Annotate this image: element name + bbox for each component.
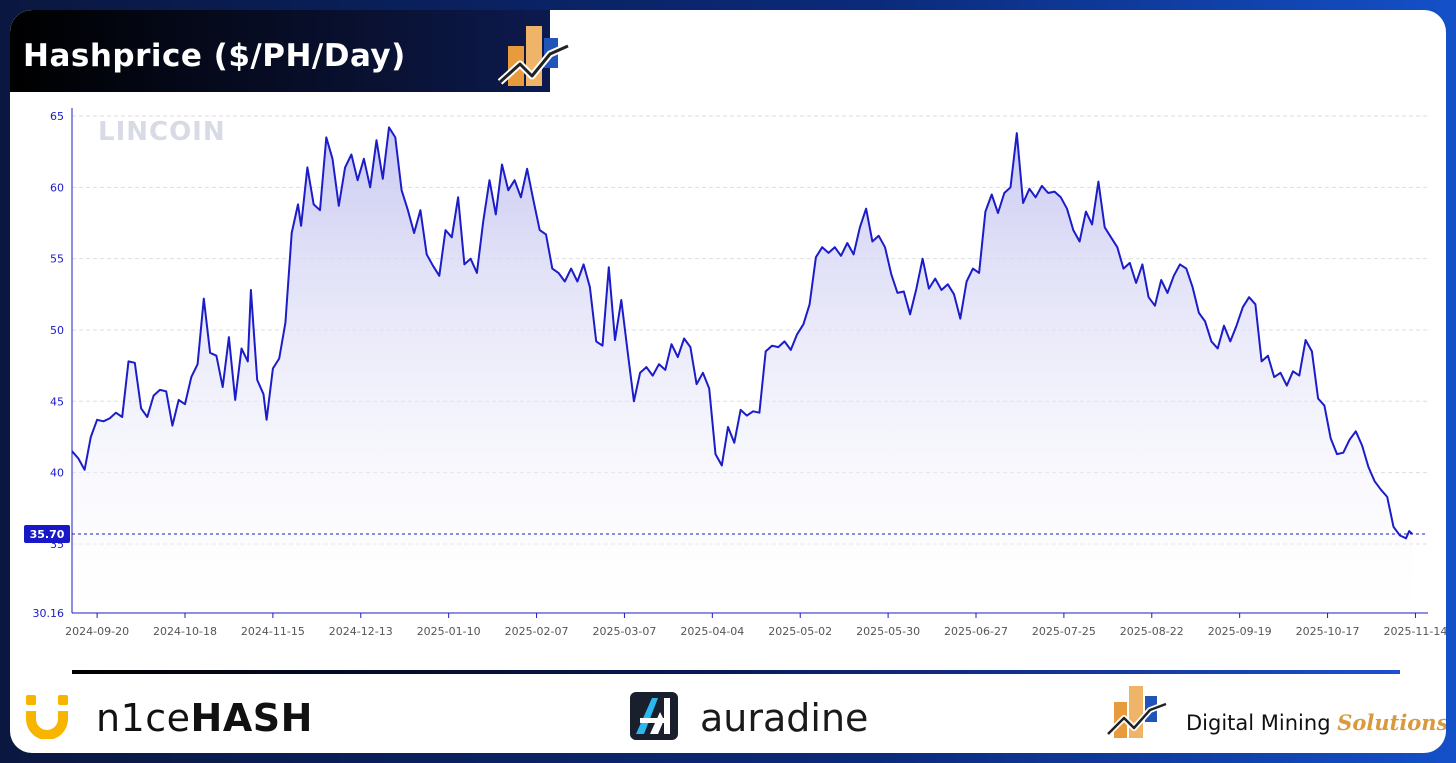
title-bar: Hashprice ($/PH/Day) <box>10 10 570 92</box>
hashprice-line <box>71 126 1413 540</box>
x-tick-label: 2025-05-30 <box>856 625 920 638</box>
x-tick-label: 2025-06-27 <box>944 625 1008 638</box>
x-tick-label: 2024-12-13 <box>329 625 393 638</box>
y-tick-label: 45 <box>50 395 64 408</box>
hashprice-area <box>72 127 1413 614</box>
nicehash-mark: n1ce <box>96 696 191 740</box>
x-tick-label: 2025-02-07 <box>505 625 569 638</box>
dms-wordmark: Digital Mining Solutions <box>1186 710 1446 735</box>
page-title: Hashprice ($/PH/Day) <box>23 38 406 74</box>
x-tick-label: 2024-11-15 <box>241 625 305 638</box>
footer-divider <box>72 670 1400 674</box>
x-tick-label: 2025-07-25 <box>1032 625 1096 638</box>
watermark-text: LINCOIN <box>98 117 226 147</box>
x-tick-label: 2025-01-10 <box>417 625 481 638</box>
x-tick-labels: 2024-09-20 2024-10-18 2024-11-15 2024-12-13… <box>65 613 1446 638</box>
x-tick-label: 2025-04-04 <box>680 625 744 638</box>
nicehash-logo-icon <box>26 695 68 739</box>
y-tick-label: 50 <box>50 324 64 337</box>
nicehash-wordmark: n1ceHASH <box>96 696 313 740</box>
x-tick-label: 2025-03-07 <box>592 625 656 638</box>
auradine-wordmark: auradine <box>700 696 869 740</box>
current-value-label: 35.70 <box>30 528 65 541</box>
y-tick-label: 55 <box>50 253 64 266</box>
current-value-tag <box>24 524 70 543</box>
digital-mining-solutions-icon <box>1106 686 1168 738</box>
auradine-logo-icon <box>630 692 678 740</box>
y-tick-label: 60 <box>50 181 64 194</box>
x-tick-label: 2024-09-20 <box>65 625 129 638</box>
chart-card: Hashprice ($/PH/Day) LINCOIN <box>10 10 1446 753</box>
x-tick-label: 2025-10-17 <box>1296 625 1360 638</box>
x-tick-label: 2025-09-19 <box>1208 625 1272 638</box>
x-tick-label: 2025-05-02 <box>768 625 832 638</box>
dms-suffix: Solutions <box>1337 710 1446 735</box>
nicehash-bold: HASH <box>190 696 313 740</box>
dms-prefix: Digital Mining <box>1186 711 1338 735</box>
y-tick-label: 30.16 <box>33 607 65 620</box>
y-tick-label: 40 <box>50 467 64 480</box>
x-tick-label: 2025-11-14 <box>1383 625 1446 638</box>
dms-logo-icon <box>498 26 570 86</box>
y-tick-label: 65 <box>50 110 64 123</box>
x-tick-label: 2024-10-18 <box>153 625 217 638</box>
x-tick-label: 2025-08-22 <box>1120 625 1184 638</box>
